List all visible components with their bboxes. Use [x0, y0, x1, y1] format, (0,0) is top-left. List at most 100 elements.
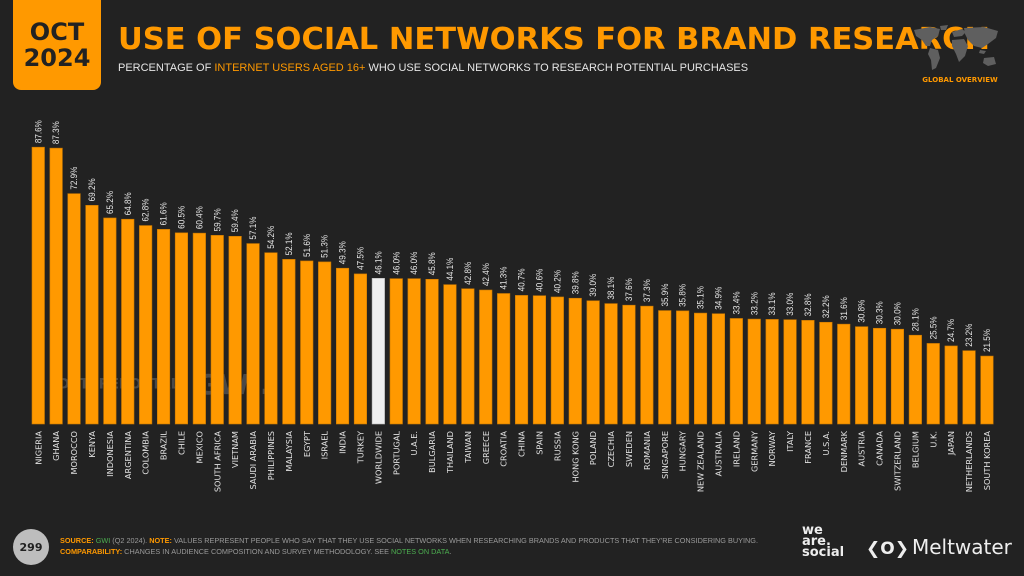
source-label: SOURCE: — [60, 536, 94, 545]
bar-italy — [783, 319, 797, 425]
meltwater-logo: ❮O❯ Meltwater — [866, 535, 1012, 559]
bar-switzerland — [890, 328, 905, 425]
category-label: INDIA — [338, 431, 348, 454]
value-label: 47.5% — [355, 246, 366, 269]
bar-india — [335, 267, 350, 425]
value-label: 32.8% — [803, 293, 814, 316]
value-label: 49.3% — [338, 241, 349, 264]
bar-nigeria — [31, 146, 45, 425]
category-label: BELGIUM — [910, 431, 920, 468]
bar-china — [514, 295, 529, 425]
category-label: PHILIPPINES — [266, 431, 276, 480]
value-label: 32.2% — [821, 295, 832, 318]
bar-saudi-arabia — [246, 243, 260, 425]
value-label: 72.9% — [69, 166, 80, 189]
category-label: MALAYSIA — [284, 431, 294, 472]
value-label: 30.8% — [857, 299, 868, 322]
value-label: 30.3% — [875, 301, 886, 324]
bar-vietnam — [228, 235, 242, 425]
category-label: GERMANY — [749, 430, 759, 472]
category-label: EGYPT — [302, 430, 312, 457]
bar-turkey — [353, 273, 368, 425]
bar-sweden — [622, 304, 636, 425]
category-label: SWITZERLAND — [892, 431, 902, 491]
bar-czechia — [604, 303, 618, 425]
category-label: ARGENTINA — [123, 431, 133, 479]
bar-poland — [586, 300, 600, 425]
category-label: DENMARK — [839, 430, 849, 472]
value-label: 46.1% — [373, 251, 384, 274]
bar-australia — [711, 313, 726, 425]
value-label: 21.5% — [982, 329, 993, 352]
bar-belgium — [908, 334, 922, 425]
source-detail: (Q2 2024). — [110, 536, 150, 545]
category-label: SINGAPORE — [660, 431, 670, 479]
bar-romania — [640, 305, 654, 425]
bar-morocco — [67, 193, 81, 425]
category-label: JAPAN — [946, 431, 956, 456]
value-label: 44.1% — [445, 257, 456, 280]
category-label: THAILAND — [445, 431, 455, 474]
category-label: ISRAEL — [320, 431, 330, 460]
category-label: POLAND — [588, 431, 598, 465]
bar-israel — [318, 261, 332, 425]
bar-chart: 87.6% NIGERIA 87.3% GHANA 72.9% MOROCCO 69.2% K… — [31, 120, 994, 492]
date-badge: OCT 2024 — [13, 0, 101, 90]
category-label: SPAIN — [534, 431, 544, 455]
footer-notes: SOURCE: GWI (Q2 2024). NOTE: VALUES REPR… — [60, 535, 758, 557]
page-number: 299 — [13, 529, 49, 565]
value-label: 65.2% — [105, 190, 116, 213]
page-subtitle: PERCENTAGE OF INTERNET USERS AGED 16+ WH… — [118, 62, 748, 74]
bar-greece — [479, 289, 493, 425]
bar-russia — [550, 296, 564, 425]
bar-south-africa — [210, 235, 224, 425]
bar-kenya — [85, 205, 99, 425]
bar-croatia — [497, 293, 511, 425]
meltwater-name: Meltwater — [911, 535, 1012, 559]
category-label: CHINA — [517, 431, 527, 457]
date-year: 2024 — [23, 44, 91, 72]
value-label: 33.0% — [785, 292, 796, 315]
value-label: 62.8% — [141, 198, 152, 221]
bar-u-s-a — [819, 321, 833, 425]
value-label: 57.1% — [248, 216, 259, 239]
category-label: SWEDEN — [624, 431, 634, 467]
note-label: NOTE: — [149, 536, 172, 545]
bar-new-zealand — [693, 312, 708, 425]
region-label: GLOBAL OVERVIEW — [922, 76, 998, 84]
value-label: 51.3% — [320, 234, 331, 257]
logo-line-2: are. — [802, 534, 831, 549]
meltwater-icon: ❮O❯ — [866, 539, 909, 559]
value-label: 39.8% — [570, 271, 581, 294]
notes-on-data-link[interactable]: NOTES ON DATA — [390, 547, 450, 556]
category-label: INDONESIA — [105, 431, 115, 477]
world-map-icon — [914, 25, 998, 70]
value-label: 33.2% — [749, 292, 760, 315]
category-label: VIETNAM — [230, 431, 240, 468]
subtitle-highlight: INTERNET USERS AGED 16+ — [214, 62, 366, 74]
category-label: GREECE — [481, 431, 491, 464]
bar-hungary — [676, 310, 690, 425]
bar-u-a-e — [407, 278, 421, 425]
value-label: 37.3% — [642, 279, 653, 302]
value-label: 60.4% — [194, 206, 205, 229]
bar-chile — [174, 232, 188, 425]
value-label: 35.1% — [696, 286, 707, 309]
bar-france — [801, 320, 815, 425]
value-label: 35.8% — [678, 283, 689, 306]
category-label: GHANA — [51, 431, 61, 461]
value-label: 28.1% — [910, 308, 921, 331]
category-label: WORLDWIDE — [373, 431, 383, 484]
bar-philippines — [264, 252, 278, 425]
value-label: 52.1% — [284, 232, 295, 255]
note-text: VALUES REPRESENT PEOPLE WHO SAY THAT THE… — [171, 536, 758, 545]
bar-singapore — [658, 310, 672, 425]
bar-thailand — [443, 284, 457, 425]
category-label: U.S.A. — [821, 431, 831, 455]
category-label: IRELAND — [731, 431, 741, 467]
category-label: U.K. — [928, 431, 938, 448]
bar-south-korea — [980, 355, 994, 425]
value-label: 59.4% — [230, 209, 241, 232]
value-label: 59.7% — [212, 208, 223, 231]
we-are-social-logo: we are. social — [802, 524, 844, 559]
